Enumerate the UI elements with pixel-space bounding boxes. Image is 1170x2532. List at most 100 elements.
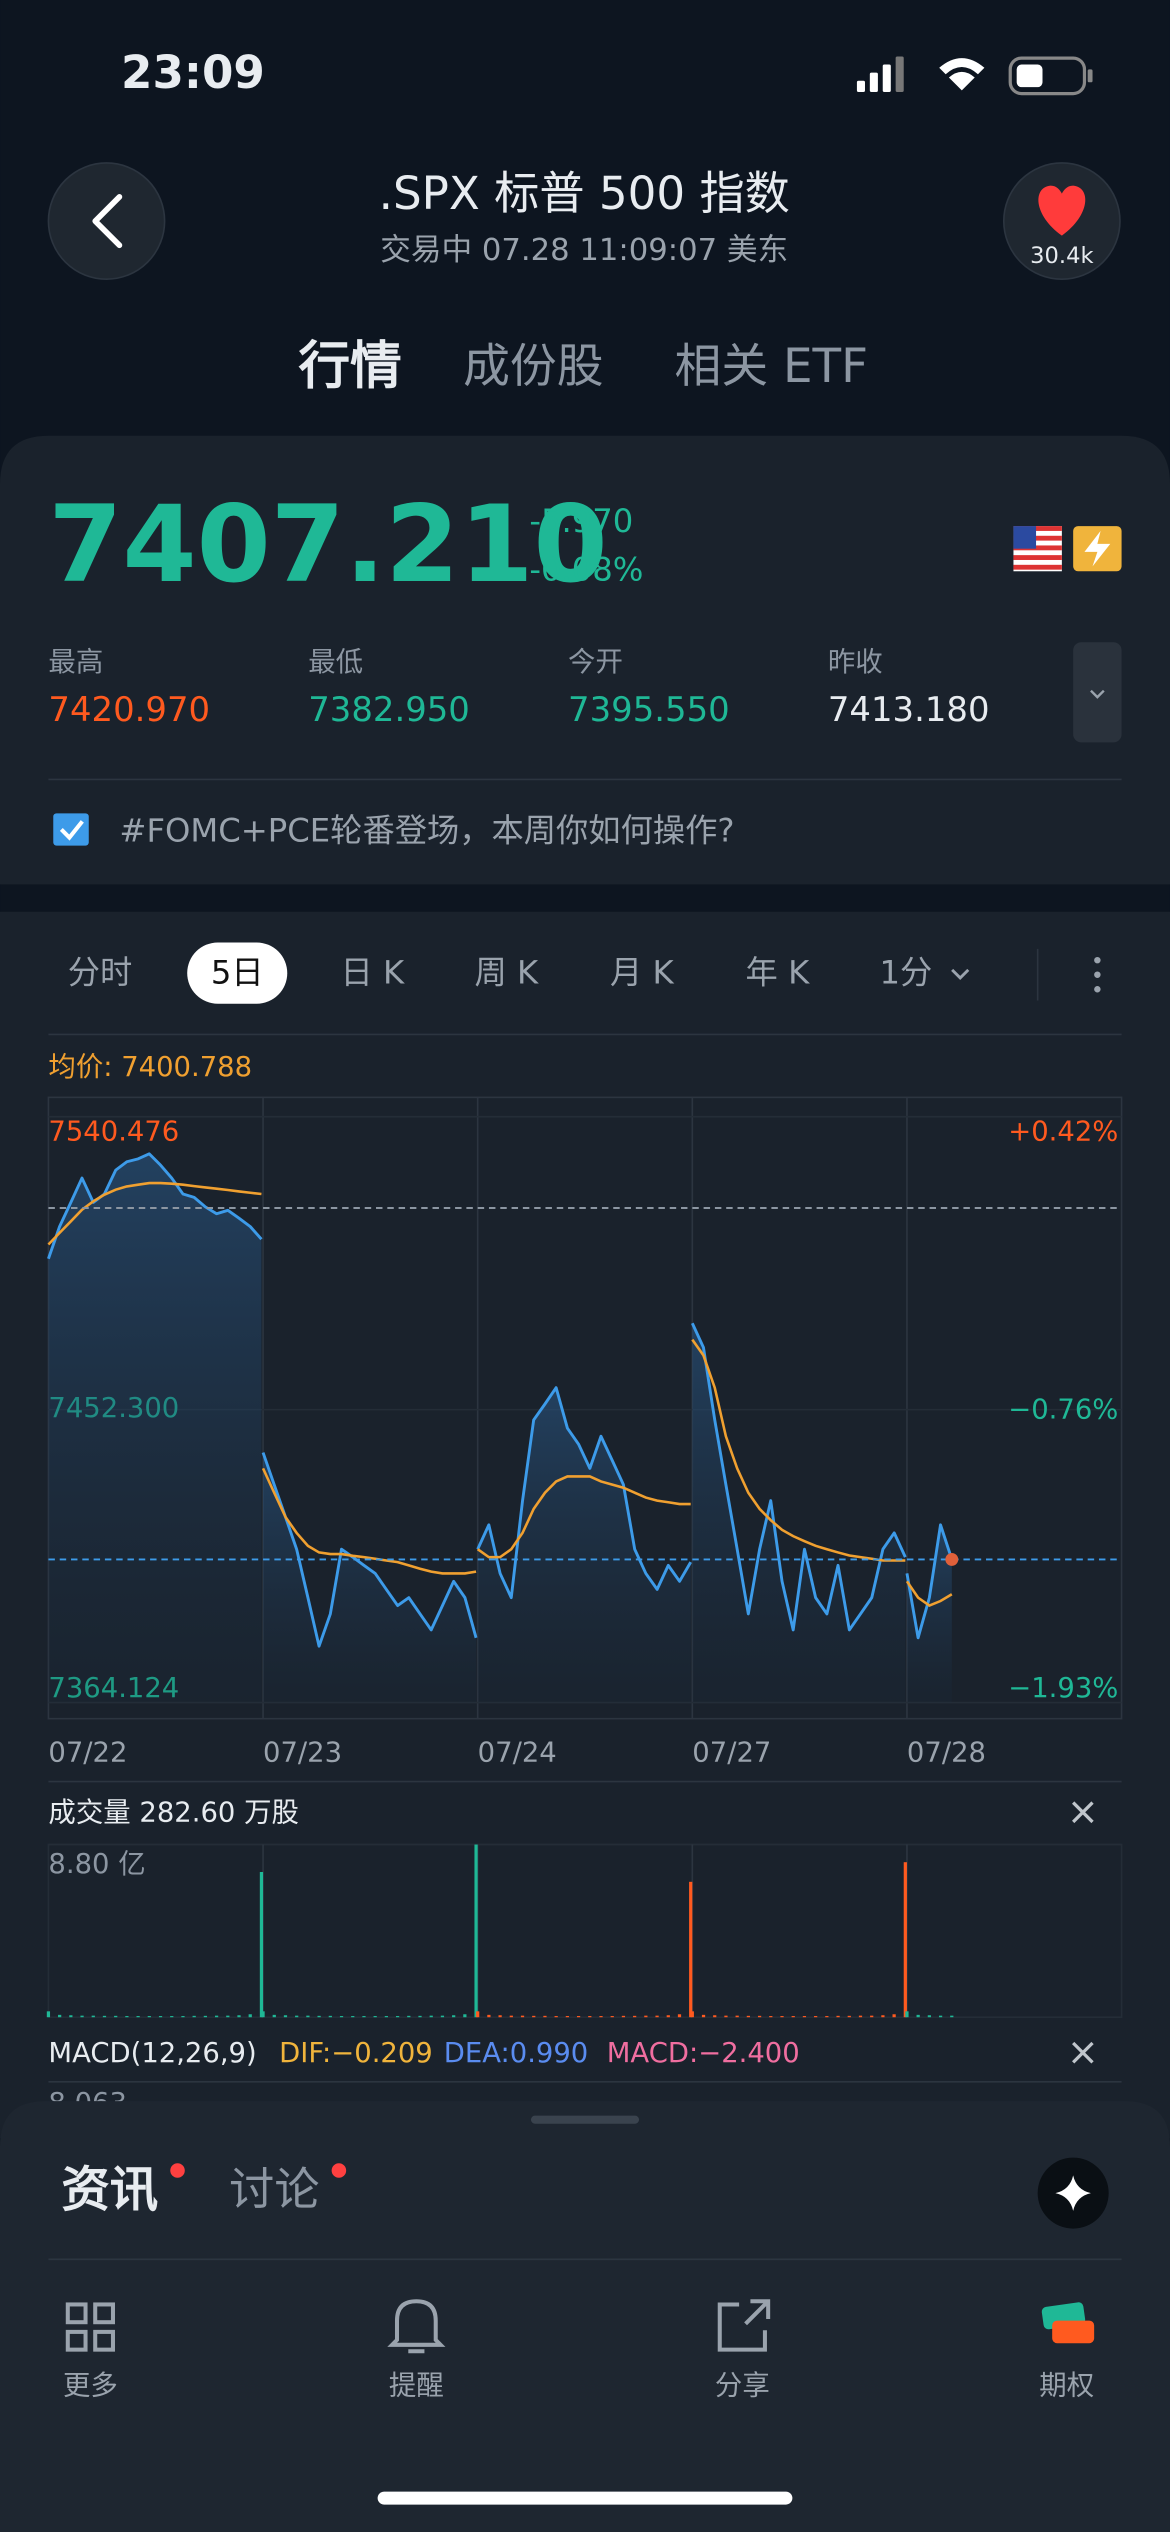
header-title: .SPX 标普 500 指数	[379, 167, 790, 220]
volume-bar	[814, 2016, 818, 2018]
stat-value: 7413.180	[828, 690, 990, 729]
volume-bar	[554, 2016, 558, 2018]
tab[interactable]: 成份股	[463, 340, 603, 394]
volume-bar	[452, 2015, 456, 2018]
y2-tick-label: +0.42%	[1008, 1116, 1118, 1147]
chart-tab[interactable]: 1分	[880, 954, 933, 992]
volume-bar	[487, 2014, 491, 2018]
avg-line	[261, 1467, 477, 1575]
expand-icon	[1090, 689, 1105, 699]
volume-bar	[532, 2015, 536, 2018]
volume-bar	[102, 2015, 107, 2018]
y-tick-label: 8.80 亿	[48, 1849, 145, 1880]
price-area	[906, 1524, 952, 1703]
volume-bar	[429, 2015, 433, 2018]
volume-bar	[136, 2016, 140, 2018]
close-macd[interactable]	[1072, 2041, 1094, 2064]
volume-bar	[328, 2015, 332, 2018]
chart-tab[interactable]: 月 K	[610, 954, 675, 992]
badge	[331, 2163, 347, 2178]
sheet-handle[interactable]	[530, 2115, 640, 2124]
volume-bar	[158, 2016, 163, 2018]
volume-bar	[724, 2015, 728, 2018]
stats: 最高 7420.970 最低 7382.950 今开 7395.550 昨收 7413.180	[48, 647, 989, 729]
stat-value: 7420.970	[48, 690, 210, 729]
price-line	[905, 1523, 954, 1640]
last-price-dot	[945, 1552, 959, 1566]
chart-tab[interactable]: 周 K	[474, 954, 539, 992]
volume-bar	[746, 2015, 750, 2018]
chart-tab[interactable]: 分时	[68, 954, 133, 992]
volume-bar	[621, 2015, 626, 2018]
volume-bar	[214, 2015, 219, 2018]
tab-active[interactable]: 行情	[299, 337, 402, 397]
volume-bar	[690, 2011, 694, 2018]
volume-bar	[283, 2015, 288, 2018]
badge	[170, 2163, 185, 2178]
volume-bar	[520, 2015, 525, 2018]
volume-bar	[170, 2016, 174, 2018]
volume-bar	[248, 2014, 252, 2018]
sparkle-icon	[1055, 2175, 1091, 2211]
volume-bar	[588, 2016, 592, 2018]
chart-tab[interactable]: 日 K	[341, 954, 406, 992]
volume-bar	[847, 2015, 851, 2018]
volume-bar	[791, 2016, 795, 2018]
chart-tab-pill	[187, 942, 288, 1004]
volume-bar	[80, 2015, 84, 2018]
status-time: 23:09	[121, 46, 265, 99]
volume-chart: 8.80 亿	[46, 1843, 1123, 2019]
tab[interactable]: 相关 ETF	[675, 340, 868, 394]
volume-bar	[317, 2015, 321, 2018]
chart-tab[interactable]: 年 K	[746, 954, 811, 992]
volume-bar	[802, 2016, 807, 2018]
avg-line	[476, 1475, 691, 1559]
close-volume[interactable]	[1072, 1801, 1094, 1824]
volume-bar	[46, 2011, 51, 2018]
topic-icon	[53, 813, 89, 846]
volume-bar	[261, 2011, 265, 2018]
chart-tab-active[interactable]: 5日	[211, 954, 264, 992]
volume-bar	[938, 2015, 943, 2018]
expand-button[interactable]	[1073, 642, 1122, 743]
price: 7407.210	[48, 483, 607, 607]
sheet-tab[interactable]: 讨论	[229, 2163, 319, 2216]
volume-bar	[181, 2016, 185, 2018]
y2-tick-label: −1.93%	[1008, 1673, 1118, 1704]
toolbar-label[interactable]: 期权	[1039, 2370, 1094, 2401]
volume-bar	[147, 2016, 151, 2018]
volume-bar	[69, 2015, 73, 2018]
toolbar-label[interactable]: 提醒	[389, 2370, 444, 2401]
volume-bar	[373, 2016, 377, 2018]
x-tick-label: 07/23	[263, 1738, 342, 1769]
volume-bar	[780, 2016, 784, 2018]
volume-bar	[916, 2014, 920, 2018]
avg-line	[905, 1580, 953, 1607]
volume-title: 成交量 282.60 万股	[48, 1797, 299, 1828]
volume-bar	[226, 2015, 230, 2018]
share-icon	[717, 2299, 771, 2352]
y-tick-label: 7540.476	[48, 1116, 179, 1147]
sheet-tab-active[interactable]: 资讯	[61, 2162, 158, 2218]
y2-tick-label: −0.76%	[1008, 1394, 1118, 1425]
volume-bar	[950, 2015, 954, 2018]
price-chart: 07/2207/2307/2407/2707/287364.1247452.30…	[47, 1096, 1123, 1769]
topic-check	[59, 820, 84, 841]
volume-bar	[576, 2016, 581, 2018]
price-line	[261, 1452, 478, 1648]
volume-bar	[418, 2015, 422, 2018]
topic[interactable]: #FOMC+PCE轮番登场，本周你如何操作?	[119, 812, 734, 850]
toolbar-label[interactable]: 分享	[715, 2370, 770, 2401]
volume-bar	[272, 2014, 276, 2018]
more-menu[interactable]	[1094, 956, 1101, 993]
back-button[interactable]	[47, 162, 166, 280]
volume-bar	[237, 2015, 241, 2018]
volume-bar	[927, 2015, 931, 2018]
toolbar-label[interactable]: 更多	[63, 2370, 118, 2401]
volume-bar	[858, 2015, 863, 2018]
status-icons	[856, 56, 1093, 96]
more-icon	[65, 2302, 115, 2352]
volume-bar	[125, 2016, 129, 2018]
